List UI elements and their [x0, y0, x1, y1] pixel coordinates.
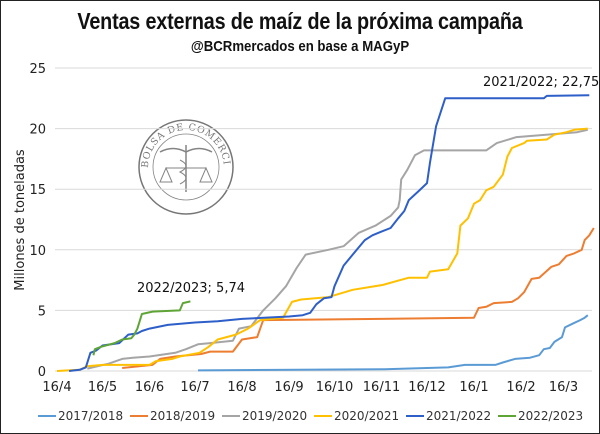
series-line-2017-2018: [197, 314, 589, 372]
x-tick-label: 16/7: [180, 380, 209, 395]
x-tick-label: 16/12: [408, 380, 445, 395]
x-tick-label: 16/4: [42, 380, 71, 395]
x-tick-label: 16/1: [459, 380, 488, 395]
y-axis-label: Millones de toneladas: [13, 149, 28, 291]
series-line-2018-2019: [122, 227, 595, 369]
chart-title: Ventas externas de maíz de la próxima ca…: [77, 8, 523, 34]
legend-label-2021-2022: 2021/2022: [426, 409, 491, 423]
x-tick-label: 16/2: [506, 380, 535, 395]
series-line-2019-2020: [87, 128, 589, 370]
annotation-2022-2023: 2022/2023; 5,74: [137, 281, 245, 296]
legend-label-2020-2021: 2020/2021: [334, 409, 399, 423]
series-line-2021-2022: [68, 94, 590, 372]
y-tick-label: 25: [29, 62, 46, 77]
annotation-2021-2022: 2021/2022; 22,75: [483, 75, 599, 90]
x-tick-label: 16/3: [549, 380, 578, 395]
legend-label-2018-2019: 2018/2019: [150, 409, 215, 423]
x-tick-label: 16/6: [135, 380, 164, 395]
legend-label-2019-2020: 2019/2020: [242, 409, 307, 423]
y-tick-label: 15: [29, 183, 46, 198]
x-tick-label: 16/5: [88, 380, 117, 395]
y-tick-label: 0: [38, 365, 46, 380]
legend-label-2022-2023: 2022/2023: [518, 409, 583, 423]
bcr-seal-logo: BOLSA DE COMERCIO DE ROSARIO: [0, 0, 234, 215]
y-tick-label: 5: [38, 304, 46, 319]
x-tick-label: 16/8: [227, 380, 256, 395]
y-tick-label: 20: [29, 123, 46, 138]
x-tick-label: 16/10: [316, 380, 353, 395]
svg-text:BOLSA DE COMERCIO DE ROSARIO: BOLSA DE COMERCIO DE ROSARIO: [0, 0, 232, 168]
series-line-2020-2021: [56, 127, 588, 372]
legend-label-2017-2018: 2017/2018: [58, 409, 123, 423]
series-line-2022-2023: [92, 300, 191, 356]
x-tick-label: 16/9: [274, 380, 303, 395]
y-tick-label: 10: [29, 244, 46, 259]
chart-subtitle: @BCRmercados en base a MAGyP: [190, 38, 410, 55]
x-tick-label: 16/11: [363, 380, 400, 395]
